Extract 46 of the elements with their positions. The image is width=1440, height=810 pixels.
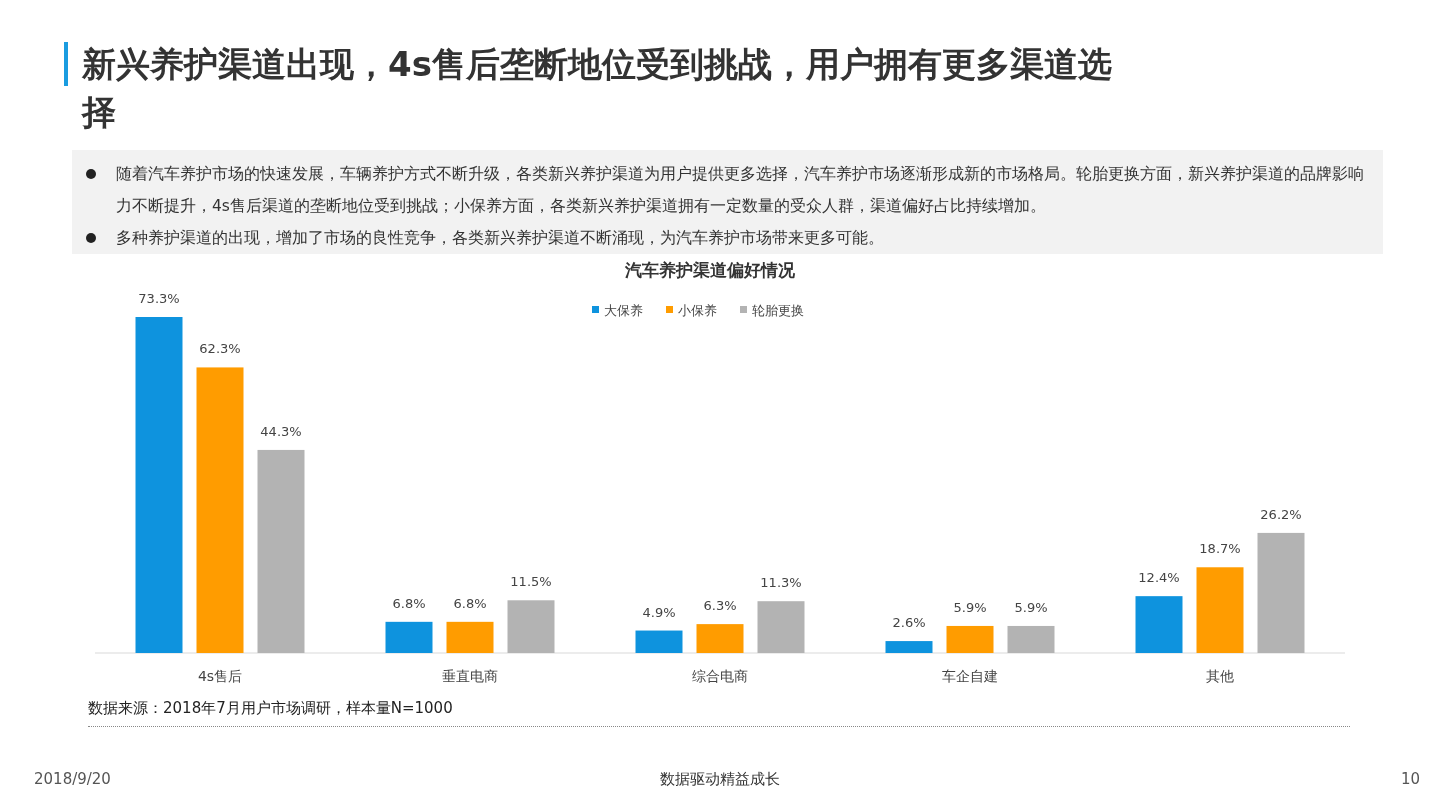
bar: [385, 621, 433, 653]
bar: [635, 630, 683, 653]
text: 随着汽车养护市场的快速发展，车辆养护方式不断升级，各类新兴养护渠道为用户提供更多选择，汽车养护市场逐渐形成新的市场格局。轮胎更换方面，新兴养护渠道的品牌影响力不断提升，4s售后渠道的垄断地位受到挑战；小保养方面，各类新兴养护渠道拥有一定数量的受众人群，渠道偏好占比持续增加。: [116, 164, 1365, 217]
bar: [696, 624, 744, 653]
bar: [1007, 625, 1055, 653]
data-label: 11.5%: [510, 574, 552, 590]
data-label: 6.3%: [703, 598, 737, 614]
legend-label: 轮胎更换: [752, 303, 804, 318]
data-label: 6.8%: [392, 595, 426, 611]
data-label: 44.3%: [260, 423, 302, 439]
source-note: 数据来源：2018年7月用户市场调研，样本量N=1000: [88, 699, 453, 718]
data-label: 12.4%: [1138, 570, 1180, 586]
data-label: 6.8%: [453, 595, 487, 611]
x-tick-label: 垂直电商: [442, 668, 498, 684]
bar: [1257, 532, 1305, 653]
bar: [507, 600, 555, 653]
bar: [885, 641, 933, 653]
data-label: 18.7%: [1199, 541, 1241, 557]
bar: [257, 449, 305, 653]
data-label: 5.9%: [1014, 599, 1048, 615]
bar: [1196, 567, 1244, 653]
bar: [946, 625, 994, 653]
chart-subtitle: 汽车养护渠道偏好情况: [624, 260, 796, 280]
x-tick-label: 其他: [1206, 668, 1234, 684]
data-label: 73.3%: [138, 291, 180, 306]
legend-label: 大保养: [604, 303, 643, 318]
chart-title: 新兴养护渠道出现，4s售后垄断地位受到挑战，用户拥有更多渠道选择: [82, 43, 1113, 134]
legend-label: 小保养: [678, 303, 717, 318]
data-label: 26.2%: [1260, 506, 1302, 522]
text: 多种养护渠道的出现，增加了市场的良性竞争，各类新兴养护渠道不断涌现，为汽车养护市场带来更多可能。: [116, 228, 885, 249]
bar: [135, 317, 183, 653]
x-tick-label: 4s售后: [197, 668, 243, 684]
text: 2018/9/20: [34, 770, 111, 788]
x-tick-label: 综合电商: [692, 668, 748, 684]
bar: [196, 367, 244, 653]
data-label: 4.9%: [642, 604, 676, 620]
data-label: 62.3%: [199, 341, 241, 357]
x-tick-label: 车企自建: [942, 668, 998, 684]
text: 10: [1399, 770, 1420, 788]
text: 数据驱动精益成长: [659, 770, 781, 789]
bar: [757, 601, 805, 653]
bar: [1135, 596, 1183, 653]
data-label: 5.9%: [953, 599, 987, 615]
data-label: 11.3%: [760, 575, 802, 591]
bar: [446, 621, 494, 653]
data-label: 2.6%: [892, 615, 926, 631]
